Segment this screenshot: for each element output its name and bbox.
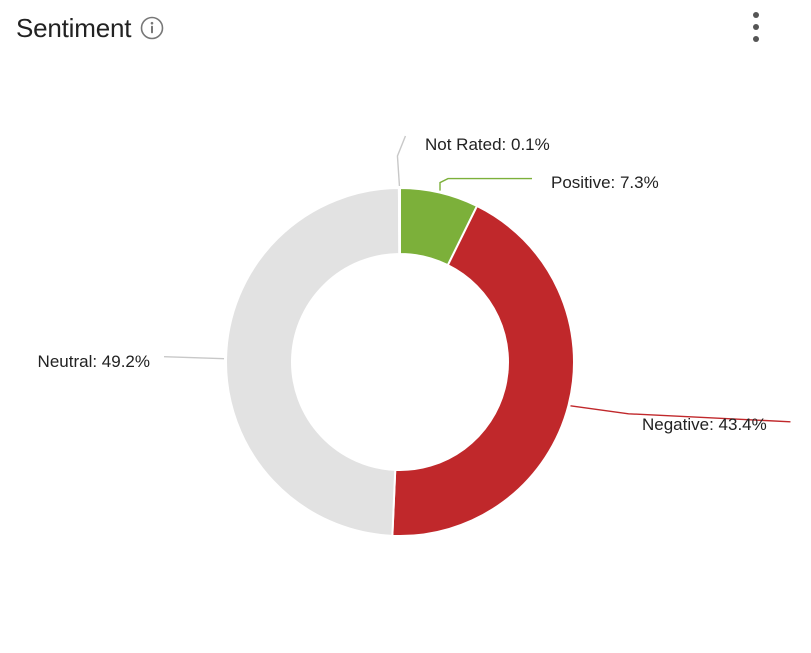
leader-line-neutral (164, 355, 225, 360)
kebab-dot (753, 12, 759, 18)
donut-slice-negative[interactable] (391, 204, 576, 537)
donut-slice-neutral[interactable] (225, 186, 401, 537)
data-label-negative: Negative: 43.4% (642, 415, 767, 434)
widget-header: Sentiment (16, 10, 164, 46)
leader-line-positive (439, 177, 533, 191)
info-icon[interactable] (140, 16, 164, 40)
leader-line-not-rated (396, 135, 407, 187)
widget-title: Sentiment (16, 12, 132, 43)
kebab-dot (753, 36, 759, 42)
donut-slice-not-rated[interactable] (397, 186, 401, 256)
data-label-not-rated: Not Rated: 0.1% (425, 135, 550, 154)
kebab-dot (753, 24, 759, 30)
data-label-positive: Positive: 7.3% (551, 173, 659, 192)
more-options-icon[interactable] (745, 12, 767, 42)
data-label-neutral: Neutral: 49.2% (38, 352, 150, 371)
leader-line-negative (570, 405, 791, 423)
